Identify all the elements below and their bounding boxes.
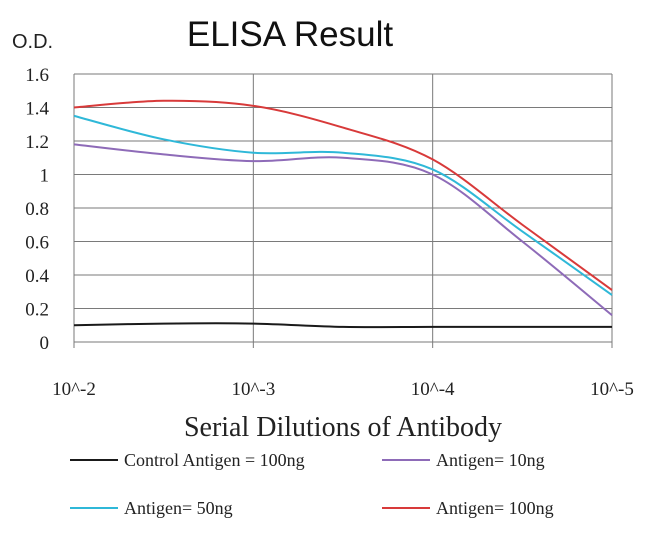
series-line-3 bbox=[73, 114, 613, 296]
y-tick-label: 1.4 bbox=[25, 99, 49, 120]
series-line-2 bbox=[73, 143, 613, 316]
x-axis-label: Serial Dilutions of Antibody bbox=[184, 412, 502, 443]
x-tick-label: 10^-2 bbox=[52, 379, 96, 400]
chart-title: ELISA Result bbox=[187, 15, 393, 54]
y-tick-label: 0.2 bbox=[25, 300, 49, 321]
legend-label-1: Control Antigen = 100ng bbox=[124, 450, 305, 470]
legend-label-3: Antigen= 50ng bbox=[124, 498, 233, 518]
x-tick-label: 10^-4 bbox=[411, 379, 455, 400]
legend-label-4: Antigen= 100ng bbox=[436, 498, 554, 518]
legend-label-2: Antigen= 10ng bbox=[436, 450, 545, 470]
y-tick-label: 0.6 bbox=[25, 233, 49, 254]
y-tick-label: 0.8 bbox=[25, 199, 49, 220]
x-tick-label: 10^-3 bbox=[231, 379, 275, 400]
x-tick-label: 10^-5 bbox=[590, 379, 634, 400]
y-tick-label: 0 bbox=[40, 333, 50, 354]
legend: Control Antigen = 100ng Antigen= 10ng Anti… bbox=[70, 450, 554, 518]
series-lines bbox=[73, 99, 613, 329]
y-tick-label: 1.6 bbox=[25, 65, 49, 86]
axes bbox=[73, 74, 613, 348]
gridlines bbox=[74, 73, 613, 342]
series-line-1 bbox=[73, 322, 612, 329]
series-line-4 bbox=[73, 99, 613, 291]
y-tick-label: 0.4 bbox=[25, 266, 49, 287]
y-axis-label: O.D. bbox=[12, 31, 53, 53]
y-tick-label: 1 bbox=[40, 166, 50, 187]
x-tick-labels: 10^-2 10^-3 10^-4 10^-5 bbox=[52, 379, 634, 400]
y-tick-labels: 0 0.2 0.4 0.6 0.8 1 1.2 1.4 1.6 bbox=[25, 65, 49, 354]
y-tick-label: 1.2 bbox=[25, 132, 49, 153]
